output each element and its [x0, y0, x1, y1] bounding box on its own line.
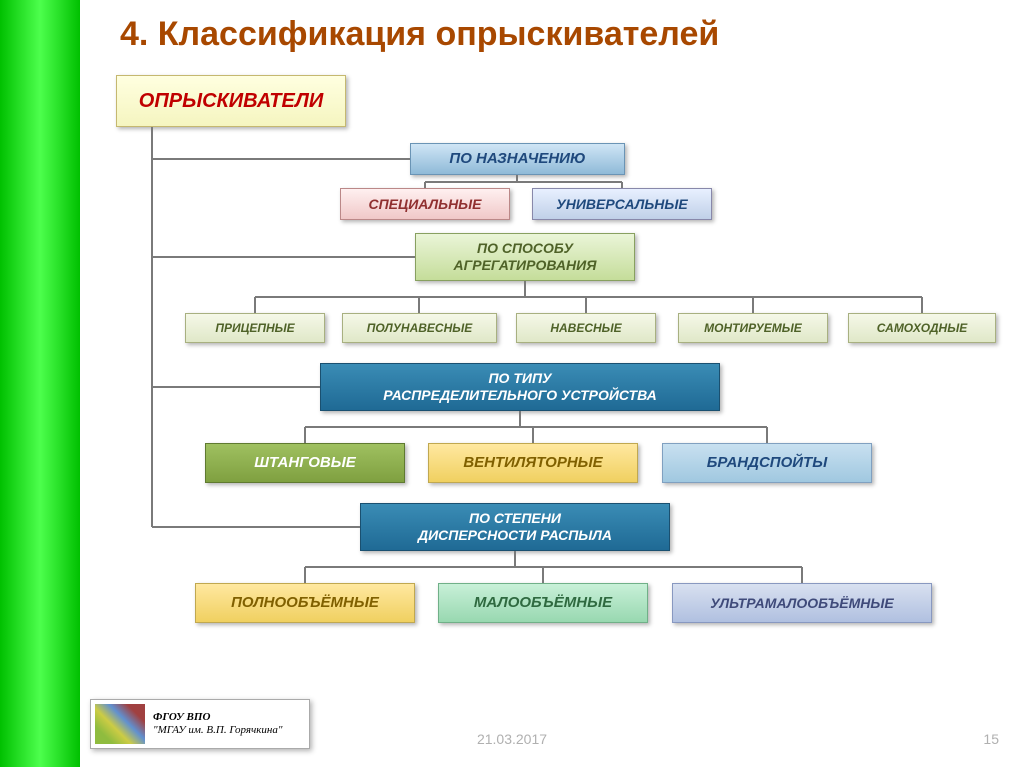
node-cat3: ПО ТИПУ РАСПРЕДЕЛИТЕЛЬНОГО УСТРОЙСТВА	[320, 363, 720, 411]
footer-org-1: ФГОУ ВПО	[153, 711, 282, 724]
node-cat1: ПО НАЗНАЧЕНИЮ	[410, 143, 625, 175]
node-n33: БРАНДСПОЙТЫ	[662, 443, 872, 483]
footer-logo-box: ФГОУ ВПО "МГАУ им. В.П. Горячкина"	[90, 699, 310, 749]
node-n21: ПРИЦЕПНЫЕ	[185, 313, 325, 343]
node-n23: НАВЕСНЫЕ	[516, 313, 656, 343]
node-cat2: ПО СПОСОБУ АГРЕГАТИРОВАНИЯ	[415, 233, 635, 281]
node-root: ОПРЫСКИВАТЕЛИ	[116, 75, 346, 127]
node-n43: УЛЬТРАМАЛООБЪЁМНЫЕ	[672, 583, 932, 623]
node-n32: ВЕНТИЛЯТОРНЫЕ	[428, 443, 638, 483]
footer-org-2: "МГАУ им. В.П. Горячкина"	[153, 724, 282, 737]
slide-title: 4. Классификация опрыскивателей	[120, 15, 1004, 54]
footer-page-number: 15	[983, 731, 999, 747]
node-n12: УНИВЕРСАЛЬНЫЕ	[532, 188, 712, 220]
node-cat4: ПО СТЕПЕНИ ДИСПЕРСНОСТИ РАСПЫЛА	[360, 503, 670, 551]
node-n31: ШТАНГОВЫЕ	[205, 443, 405, 483]
node-n41: ПОЛНООБЪЁМНЫЕ	[195, 583, 415, 623]
node-n25: САМОХОДНЫЕ	[848, 313, 996, 343]
university-logo-icon	[95, 704, 145, 744]
footer-date: 21.03.2017	[477, 731, 547, 747]
node-n11: СПЕЦИАЛЬНЫЕ	[340, 188, 510, 220]
node-n22: ПОЛУНАВЕСНЫЕ	[342, 313, 497, 343]
node-n24: МОНТИРУЕМЫЕ	[678, 313, 828, 343]
side-accent-bar	[0, 0, 80, 767]
node-n42: МАЛООБЪЁМНЫЕ	[438, 583, 648, 623]
